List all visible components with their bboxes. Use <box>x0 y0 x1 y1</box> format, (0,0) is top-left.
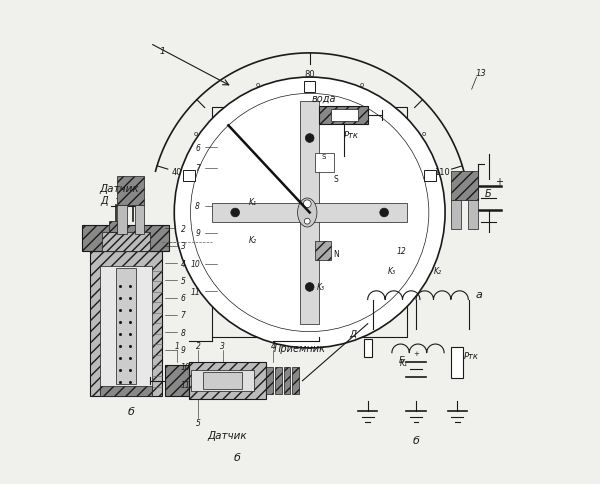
Bar <box>203 372 242 389</box>
Bar <box>451 347 463 378</box>
Circle shape <box>304 200 311 208</box>
Text: 11: 11 <box>181 380 190 389</box>
Text: Приемник: Приемник <box>274 343 326 353</box>
Bar <box>319 107 368 124</box>
Text: K₃: K₃ <box>317 283 325 292</box>
Circle shape <box>305 283 314 292</box>
Text: 6: 6 <box>181 294 185 302</box>
Text: S: S <box>322 153 326 159</box>
Text: 13: 13 <box>476 69 487 77</box>
Text: S: S <box>334 175 338 184</box>
Bar <box>314 153 334 172</box>
Text: 12: 12 <box>397 246 407 256</box>
Text: о: о <box>359 82 364 88</box>
Text: Датчик: Датчик <box>100 184 139 194</box>
Bar <box>364 339 371 357</box>
Bar <box>292 367 299 394</box>
Text: 5: 5 <box>181 276 185 285</box>
Text: 3: 3 <box>181 242 185 251</box>
Text: 2: 2 <box>181 225 185 233</box>
Bar <box>266 367 273 394</box>
Text: а: а <box>475 289 482 299</box>
Bar <box>164 365 189 396</box>
Text: Д: Д <box>100 196 108 206</box>
Text: Б: Б <box>398 356 404 365</box>
Bar <box>451 201 461 230</box>
Circle shape <box>174 78 445 348</box>
Bar <box>89 252 162 396</box>
Bar <box>284 367 290 394</box>
Bar <box>468 201 478 230</box>
Bar <box>314 241 331 260</box>
Bar <box>82 225 169 252</box>
Text: 9: 9 <box>181 346 185 354</box>
Bar <box>102 232 150 252</box>
Text: 8: 8 <box>181 328 185 337</box>
Text: б: б <box>413 435 419 445</box>
Text: Ртк: Ртк <box>464 351 479 360</box>
Text: K₂: K₂ <box>434 267 442 275</box>
Text: 10: 10 <box>181 363 190 372</box>
Text: 9: 9 <box>195 229 200 238</box>
Text: Б: Б <box>485 189 492 199</box>
Text: б: б <box>127 406 134 416</box>
Bar <box>212 107 407 337</box>
Text: б: б <box>233 452 241 462</box>
Text: 110: 110 <box>434 168 451 177</box>
Text: K₁: K₁ <box>400 358 408 367</box>
Text: 1: 1 <box>174 341 179 350</box>
Bar <box>275 367 281 394</box>
Text: о: о <box>421 131 425 136</box>
Bar <box>301 102 319 324</box>
Text: 4: 4 <box>181 259 185 268</box>
Text: 80: 80 <box>304 70 315 79</box>
Text: 3: 3 <box>220 341 225 350</box>
Text: 7: 7 <box>181 311 185 320</box>
Circle shape <box>304 219 310 225</box>
Text: вода: вода <box>312 93 337 104</box>
Text: 8: 8 <box>195 202 200 211</box>
Bar <box>117 206 127 235</box>
Ellipse shape <box>298 198 317 227</box>
Text: 1: 1 <box>159 47 165 56</box>
Text: Ртк: Ртк <box>343 131 358 139</box>
Bar <box>304 81 316 93</box>
Bar <box>191 370 254 392</box>
Bar <box>331 110 358 121</box>
Bar <box>117 177 144 206</box>
Circle shape <box>380 209 389 217</box>
Circle shape <box>231 209 239 217</box>
Text: 2: 2 <box>196 341 201 350</box>
Bar <box>451 172 478 201</box>
Text: K₂: K₂ <box>249 236 257 244</box>
Bar <box>116 269 136 384</box>
Text: 11: 11 <box>190 287 200 296</box>
Text: 7: 7 <box>195 164 200 173</box>
Bar <box>424 170 436 182</box>
Text: 4: 4 <box>271 341 276 350</box>
Text: Датчик: Датчик <box>208 430 247 440</box>
Text: K₃: K₃ <box>388 267 396 275</box>
Text: Д: Д <box>350 329 356 338</box>
Text: 5: 5 <box>196 419 201 427</box>
Text: о: о <box>194 131 198 136</box>
Circle shape <box>305 135 314 143</box>
Bar <box>109 222 126 232</box>
Text: +: + <box>413 350 419 356</box>
Bar <box>212 204 407 222</box>
Text: 6: 6 <box>195 144 200 152</box>
Text: 10: 10 <box>190 260 200 269</box>
Bar <box>100 266 152 394</box>
Bar <box>184 170 195 182</box>
Text: 40: 40 <box>172 168 182 177</box>
Text: о: о <box>256 82 260 88</box>
Text: +: + <box>495 177 503 187</box>
Text: N: N <box>334 249 339 258</box>
Text: K₁: K₁ <box>249 198 257 207</box>
Bar <box>189 363 266 399</box>
Bar <box>100 386 152 396</box>
Bar <box>134 206 144 235</box>
